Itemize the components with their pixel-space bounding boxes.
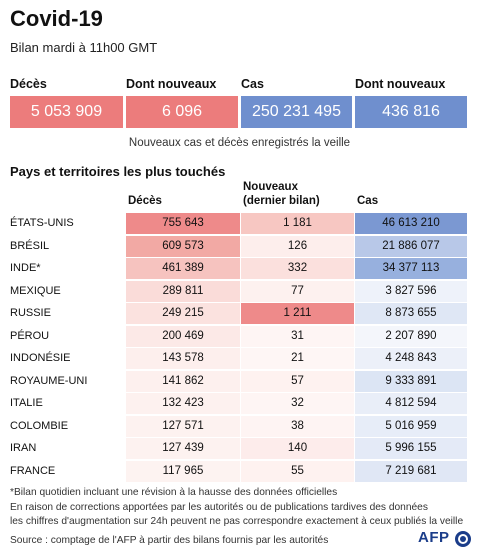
new-deaths-cell: 140	[241, 438, 354, 459]
country-name: INDE*	[10, 262, 41, 274]
afp-logo-text: AFP	[418, 529, 450, 546]
page-title: Covid-19	[10, 6, 103, 31]
cases-cell: 4 248 843	[355, 348, 467, 369]
summary-label-cases: Cas	[241, 77, 264, 91]
table-row: ITALIE 132 423 32 4 812 594	[0, 393, 479, 414]
new-deaths-cell: 31	[241, 325, 354, 347]
cases-cell: 5 996 155	[355, 438, 467, 459]
cases-cell: 2 207 890	[355, 325, 467, 347]
cases-cell: 9 333 891	[355, 370, 467, 392]
summary-label-deaths: Décès	[10, 77, 47, 91]
new-deaths-cell: 332	[241, 258, 354, 279]
footnote-corrections-line1: En raison de corrections apportées par l…	[10, 502, 428, 513]
new-deaths-cell: 21	[241, 348, 354, 369]
table-row: FRANCE 117 965 55 7 219 681	[0, 460, 479, 482]
cases-cell: 3 827 596	[355, 280, 467, 302]
summary-box-deaths: 5 053 909	[10, 96, 123, 128]
afp-logo-icon	[455, 531, 471, 547]
cases-cell: 7 219 681	[355, 460, 467, 482]
new-deaths-cell: 57	[241, 370, 354, 392]
table-row: ROYAUME-UNI 141 862 57 9 333 891	[0, 370, 479, 392]
section-title: Pays et territoires les plus touchés	[10, 164, 226, 179]
country-name: INDONÉSIE	[10, 352, 71, 364]
summary-box-new-cases: 436 816	[355, 96, 467, 128]
country-name: ROYAUME-UNI	[10, 374, 88, 387]
country-name: RUSSIE	[10, 307, 51, 319]
table-row: INDE* 461 389 332 34 377 113	[0, 258, 479, 279]
table-row: ÉTATS-UNIS 755 643 1 181 46 613 210	[0, 213, 479, 234]
column-header-cases: Cas	[357, 195, 379, 207]
new-deaths-cell: 1 211	[241, 303, 354, 324]
summary-label-new-deaths: Dont nouveaux	[126, 77, 217, 91]
column-header-new-line2: (dernier bilan)	[243, 195, 320, 207]
table-row: RUSSIE 249 215 1 211 8 873 655	[0, 303, 479, 324]
cases-cell: 8 873 655	[355, 303, 467, 324]
column-header-new-line1: Nouveaux	[243, 181, 298, 193]
table-row: INDONÉSIE 143 578 21 4 248 843	[0, 348, 479, 369]
deaths-cell: 127 439	[126, 438, 240, 459]
country-name: IRAN	[10, 442, 37, 454]
new-deaths-cell: 1 181	[241, 213, 354, 234]
country-name: MEXIQUE	[10, 284, 61, 297]
deaths-cell: 143 578	[126, 348, 240, 369]
cases-cell: 46 613 210	[355, 213, 467, 234]
deaths-cell: 200 469	[126, 325, 240, 347]
deaths-cell: 609 573	[126, 235, 240, 257]
new-deaths-cell: 126	[241, 235, 354, 257]
summary-box-cases: 250 231 495	[241, 96, 352, 128]
footnote-corrections-line2: les chiffres d'augmentation sur 24h peuv…	[10, 516, 464, 527]
table-row: PÉROU 200 469 31 2 207 890	[0, 325, 479, 347]
new-deaths-cell: 38	[241, 415, 354, 437]
deaths-cell: 461 389	[126, 258, 240, 279]
column-header-deaths: Décès	[128, 195, 162, 207]
new-deaths-cell: 55	[241, 460, 354, 482]
new-deaths-cell: 32	[241, 393, 354, 414]
deaths-cell: 127 571	[126, 415, 240, 437]
page-subtitle: Bilan mardi à 11h00 GMT	[10, 40, 158, 55]
cases-cell: 21 886 077	[355, 235, 467, 257]
country-name: BRÉSIL	[10, 239, 50, 252]
new-deaths-cell: 77	[241, 280, 354, 302]
deaths-cell: 755 643	[126, 213, 240, 234]
country-name: COLOMBIE	[10, 419, 69, 432]
country-name: ITALIE	[10, 397, 43, 409]
table-row: BRÉSIL 609 573 126 21 886 077	[0, 235, 479, 257]
deaths-cell: 249 215	[126, 303, 240, 324]
summary-box-new-deaths: 6 096	[126, 96, 238, 128]
summary-label-new-cases: Dont nouveaux	[355, 77, 446, 91]
footnote-source: Source : comptage de l'AFP à partir des …	[10, 535, 329, 546]
cases-cell: 4 812 594	[355, 393, 467, 414]
country-name: FRANCE	[10, 464, 56, 477]
country-name: PÉROU	[10, 329, 50, 342]
deaths-cell: 117 965	[126, 460, 240, 482]
table-row: COLOMBIE 127 571 38 5 016 959	[0, 415, 479, 437]
cases-cell: 34 377 113	[355, 258, 467, 279]
deaths-cell: 132 423	[126, 393, 240, 414]
deaths-cell: 289 811	[126, 280, 240, 302]
country-name: ÉTATS-UNIS	[10, 217, 74, 229]
footnote-revision: *Bilan quotidien incluant une révision à…	[10, 487, 338, 498]
table-row: IRAN 127 439 140 5 996 155	[0, 438, 479, 459]
table-row: MEXIQUE 289 811 77 3 827 596	[0, 280, 479, 302]
summary-caption: Nouveaux cas et décès enregistrés la vei…	[128, 137, 351, 149]
cases-cell: 5 016 959	[355, 415, 467, 437]
deaths-cell: 141 862	[126, 370, 240, 392]
